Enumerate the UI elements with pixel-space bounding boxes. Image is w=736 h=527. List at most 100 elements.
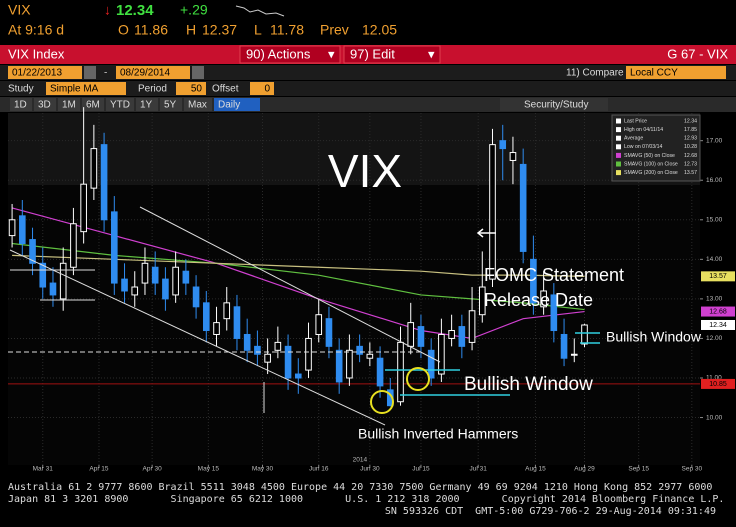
candle-body	[560, 333, 568, 359]
candle-body	[172, 266, 179, 296]
candle-body	[110, 211, 118, 284]
candle-body	[417, 326, 425, 347]
period-button[interactable]	[58, 98, 80, 111]
calendar-icon[interactable]	[84, 66, 96, 79]
down-arrow: ↓	[104, 2, 111, 18]
period[interactable]: 50	[191, 84, 203, 95]
edit-button[interactable]	[343, 45, 441, 64]
range-row	[0, 65, 736, 80]
plot: 10.00 11.00 12.00 13.00 14.00 15.00 16.00 17.00…	[8, 107, 735, 473]
candle-body	[8, 219, 16, 237]
highlight-circle	[406, 367, 430, 391]
period-label[interactable]: Daily	[218, 100, 240, 111]
candle-body	[182, 270, 190, 284]
period-input[interactable]	[176, 82, 206, 95]
high-label: H	[186, 22, 196, 38]
annotation: Bullish Window	[606, 329, 702, 345]
candle-body	[346, 349, 353, 379]
candle-body	[294, 373, 302, 379]
x-tick-label: Aug 29	[574, 466, 595, 473]
period-label[interactable]: 1Y	[140, 100, 153, 111]
legend-value: 13.57	[684, 170, 697, 176]
compare[interactable]: 11) Compare	[566, 68, 624, 79]
period-button[interactable]	[106, 98, 134, 111]
x-tick-label: Jun 30	[360, 466, 380, 473]
security-study[interactable]: Security/Study	[524, 100, 588, 111]
moving-average	[11, 207, 585, 340]
legend-name: SMAVG (50) on Close	[624, 153, 675, 159]
period-label[interactable]: 5Y	[164, 100, 177, 111]
period-label[interactable]: 1M	[62, 100, 76, 111]
candle-body	[192, 286, 200, 308]
price-flag-label: 12.68	[709, 308, 727, 315]
candle-body	[468, 310, 476, 343]
period-button[interactable]	[214, 98, 260, 111]
price-flag-label: 13.57	[709, 273, 727, 280]
x-tick-label: Apr 15	[89, 466, 109, 473]
start-date[interactable]: 01/22/2013	[12, 68, 62, 79]
candle-body	[59, 262, 67, 300]
candle-body	[366, 353, 374, 359]
candle-body	[427, 349, 435, 379]
period-label[interactable]: 3D	[38, 100, 51, 111]
period-label[interactable]: 6M	[86, 100, 100, 111]
period-button[interactable]	[10, 98, 32, 111]
offset-input[interactable]	[250, 82, 274, 95]
y-tick-label: 11.00	[706, 375, 722, 382]
footer-line: Australia 61 2 9777 8600 Brazil 5511 304…	[8, 482, 712, 493]
period-button[interactable]	[34, 98, 56, 111]
candle-body	[376, 357, 384, 387]
y-tick-label: 15.00	[706, 217, 723, 224]
period-button[interactable]	[184, 98, 212, 111]
candle-body	[458, 326, 466, 347]
price-flag	[701, 319, 735, 330]
edit[interactable]: 97) Edit	[350, 46, 395, 61]
legend-swatch	[616, 152, 621, 158]
period-button[interactable]	[82, 98, 104, 111]
year-label: 2014	[353, 457, 368, 464]
x-tick-label: Jun 16	[309, 466, 329, 473]
x-tick-label: May 15	[198, 466, 220, 473]
x-tick-label: Jul 15	[412, 466, 430, 473]
actions[interactable]: 90) Actions	[246, 46, 311, 61]
period-button[interactable]	[160, 98, 182, 111]
candle-body	[223, 302, 231, 320]
period-label[interactable]: Max	[188, 100, 207, 111]
annotation: Bullish Window	[464, 374, 593, 395]
y-tick-label: 12.00	[706, 335, 723, 342]
period-button[interactable]	[136, 98, 158, 111]
change: +.29	[180, 2, 208, 18]
sparkline	[235, 5, 285, 17]
candle-body	[356, 345, 363, 355]
legend-name: Low on 07/03/14	[624, 144, 662, 150]
period-label[interactable]: 1D	[14, 100, 27, 111]
start-input[interactable]	[8, 66, 82, 79]
study-select[interactable]	[46, 82, 126, 95]
calendar-icon[interactable]	[192, 66, 204, 79]
highlight-circle	[370, 390, 394, 414]
candle-body	[243, 333, 251, 351]
price-flag	[701, 378, 735, 389]
end-input[interactable]	[116, 66, 190, 79]
currency-select[interactable]	[626, 66, 726, 79]
legend-name: SMAVG (200) on Close	[624, 170, 678, 176]
candle-body	[530, 258, 537, 304]
y-tick-label: 17.00	[706, 137, 723, 144]
offset[interactable]: 0	[264, 84, 270, 95]
actions-button[interactable]	[239, 45, 341, 64]
currency[interactable]: Local CCY	[630, 68, 678, 79]
moving-average	[12, 254, 585, 277]
study-value[interactable]: Simple MA	[50, 84, 99, 95]
annotation: FOMC Statement	[484, 265, 624, 285]
end-date[interactable]: 08/29/2014	[120, 68, 170, 79]
time: At 9:16 d	[8, 22, 64, 38]
legend-name: SMAVG (100) on Close	[624, 161, 678, 167]
candle-body	[305, 337, 312, 371]
price-flag-label: 12.34	[709, 322, 727, 329]
security: VIX Index	[8, 46, 65, 61]
x-tick-label: Mar 31	[33, 466, 54, 473]
period-label[interactable]: YTD	[110, 100, 130, 111]
prev-label: Prev	[320, 22, 349, 38]
security-study-button[interactable]	[500, 98, 608, 111]
open: 11.86	[134, 22, 168, 38]
